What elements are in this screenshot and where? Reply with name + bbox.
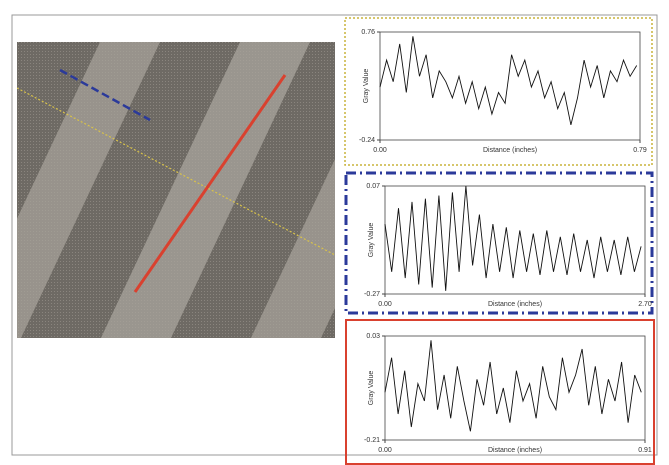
x-tick-label: 0.00 xyxy=(378,301,392,308)
y-axis-label: Gray Value xyxy=(368,371,375,406)
x-tick-label: 0.91 xyxy=(638,447,652,454)
x-axis-label: Distance (inches) xyxy=(488,301,542,308)
x-tick-label: 0.79 xyxy=(633,147,647,154)
y-tick-label: 0.03 xyxy=(366,333,380,340)
x-tick-label: 2.70 xyxy=(638,301,652,308)
y-tick-label: 0.07 xyxy=(366,183,380,190)
y-tick-label: 0.76 xyxy=(361,29,375,36)
plot-area xyxy=(385,186,645,294)
y-tick-label: -0.27 xyxy=(364,291,380,298)
y-tick-label: -0.24 xyxy=(359,137,375,144)
figure: -0.24 0.76 0.00 0.79 Distance (inches) Gray V… xyxy=(0,0,669,465)
y-axis-label: Gray Value xyxy=(363,69,370,104)
x-tick-label: 0.00 xyxy=(373,147,387,154)
x-axis-label: Distance (inches) xyxy=(483,147,537,154)
y-axis-label: Gray Value xyxy=(368,223,375,258)
y-tick-label: -0.21 xyxy=(364,437,380,444)
x-tick-label: 0.00 xyxy=(378,447,392,454)
x-axis-label: Distance (inches) xyxy=(488,447,542,454)
plot-area xyxy=(385,336,645,440)
